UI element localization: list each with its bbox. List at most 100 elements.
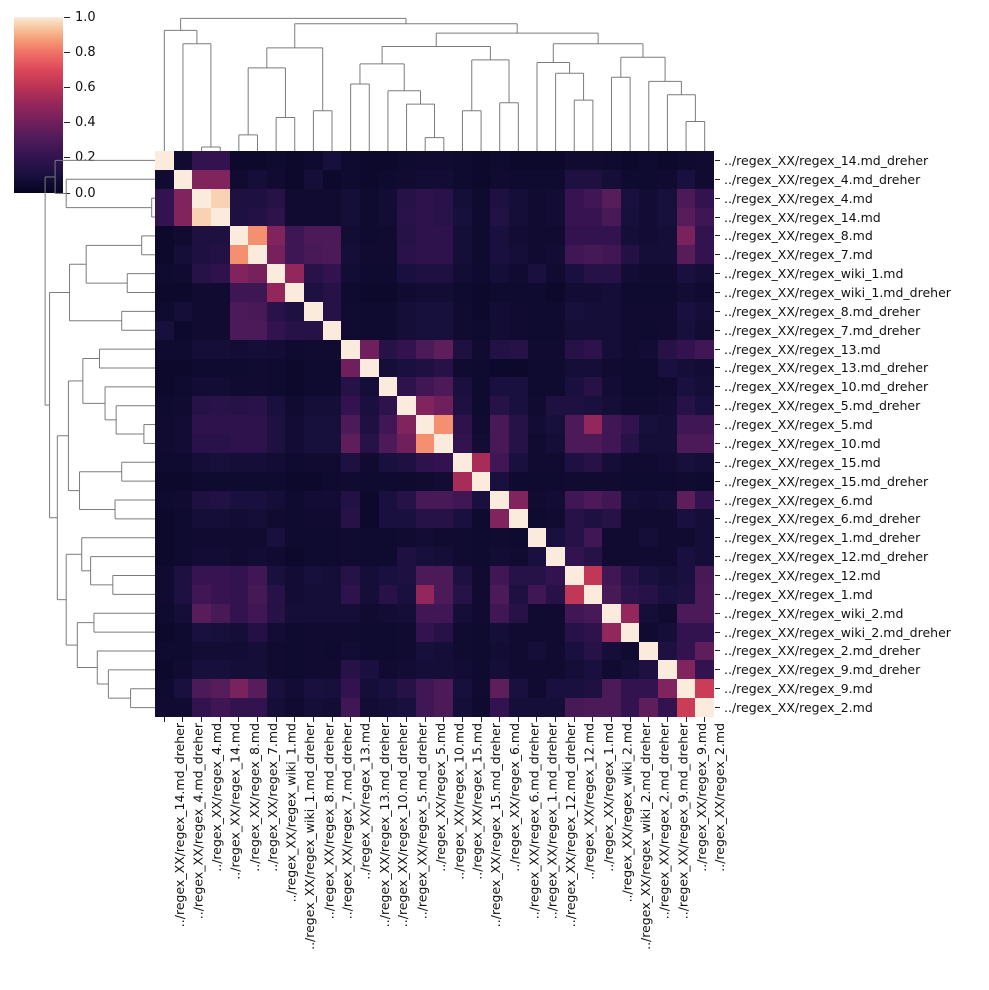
heatmap-cell [546,207,565,227]
heatmap-cell [397,490,416,510]
heatmap-cell [210,434,230,453]
heatmap-cell [471,566,491,585]
col-label: ../regex_XX/regex_2.md_dreher [656,723,672,920]
heatmap-cell [546,528,565,548]
heatmap-cell [341,151,360,170]
heatmap-cell [285,320,305,340]
heatmap-cell [155,358,174,378]
colorbar-tick-label: 0.0 [75,185,96,201]
heatmap-cell [471,471,491,491]
heatmap-cell [602,528,621,548]
row-tick-mark [715,688,720,690]
row-label: ../regex_XX/regex_5.md_dreher [724,398,921,414]
heatmap-cell [341,264,360,284]
heatmap-cell [266,509,286,529]
heatmap-cell [192,151,211,170]
heatmap-cell [676,584,696,604]
heatmap-cell [415,698,435,717]
heatmap-cell [509,358,528,378]
heatmap-cell [602,509,621,529]
heatmap-cell [210,679,230,699]
heatmap-cell [415,283,435,302]
heatmap-cell [173,188,193,208]
colorbar-tick-mark [64,192,70,194]
heatmap-cell [602,245,621,265]
heatmap-cell [676,245,696,265]
col-label: ../regex_XX/regex_5.md [432,723,448,872]
heatmap-cell [583,320,603,340]
heatmap-cell [639,603,659,623]
heatmap-cell [658,434,677,453]
heatmap-cell [434,396,454,416]
row-label: ../regex_XX/regex_6.md [724,492,873,508]
heatmap-cell [434,471,454,491]
heatmap-cell [471,207,491,227]
heatmap-cell [676,226,696,246]
row-label: ../regex_XX/regex_13.md [724,341,881,357]
heatmap-cell [397,509,416,529]
heatmap-cell [676,434,696,453]
heatmap-cell [564,415,584,434]
heatmap-cell [527,641,547,661]
heatmap-cell [397,377,416,397]
heatmap-cell [546,603,565,623]
heatmap-cell [285,471,305,491]
heatmap-cell [639,679,659,699]
heatmap-cell [490,509,510,529]
heatmap-cell [602,566,621,585]
heatmap-cell [304,264,323,284]
heatmap-cell [304,584,323,604]
row-label: ../regex_XX/regex_4.md [724,190,873,206]
heatmap-cell [509,226,528,246]
heatmap-cell [471,547,491,567]
heatmap-cell [229,188,249,208]
heatmap-cell [378,452,398,472]
heatmap-cell [322,509,342,529]
heatmap-cell [155,301,174,321]
row-tick-mark [715,575,720,576]
heatmap-cell [415,264,435,284]
row-tick-mark [715,650,720,652]
heatmap-cell [434,641,454,661]
heatmap-cell [639,490,659,510]
heatmap-cell [658,547,677,567]
col-tick-mark [517,717,519,722]
heatmap-cell [322,245,342,265]
heatmap-cell [192,622,211,642]
heatmap-cell [192,320,211,340]
heatmap-cell [583,358,603,378]
heatmap-cell [471,283,491,302]
heatmap-cell [564,547,584,567]
heatmap-cell [285,584,305,604]
heatmap-cell [192,207,211,227]
heatmap-cell [509,245,528,265]
heatmap-cell [546,283,565,302]
heatmap-cell [378,169,398,189]
heatmap-cell [527,188,547,208]
heatmap-cell [210,452,230,472]
heatmap-cell [359,415,379,434]
heatmap-cell [173,471,193,491]
heatmap-cell [676,471,696,491]
row-label: ../regex_XX/regex_4.md_dreher [724,171,921,187]
heatmap-cell [322,471,342,491]
heatmap-cell [192,566,211,585]
heatmap-cell [248,698,267,717]
heatmap-cell [248,415,267,434]
heatmap-cell [266,603,286,623]
heatmap-cell [397,622,416,642]
row-label: ../regex_XX/regex_10.md_dreher [724,379,929,395]
heatmap-cell [583,679,603,699]
heatmap-cell [210,245,230,265]
heatmap-cell [359,245,379,265]
heatmap-cell [434,415,454,434]
heatmap-cell [210,320,230,340]
col-tick-mark [685,717,687,722]
heatmap-cell [415,509,435,529]
heatmap-cell [658,603,677,623]
heatmap-cell [397,339,416,359]
heatmap-cell [210,396,230,416]
heatmap-cell [359,584,379,604]
heatmap-cell [564,471,584,491]
heatmap-cell [490,188,510,208]
